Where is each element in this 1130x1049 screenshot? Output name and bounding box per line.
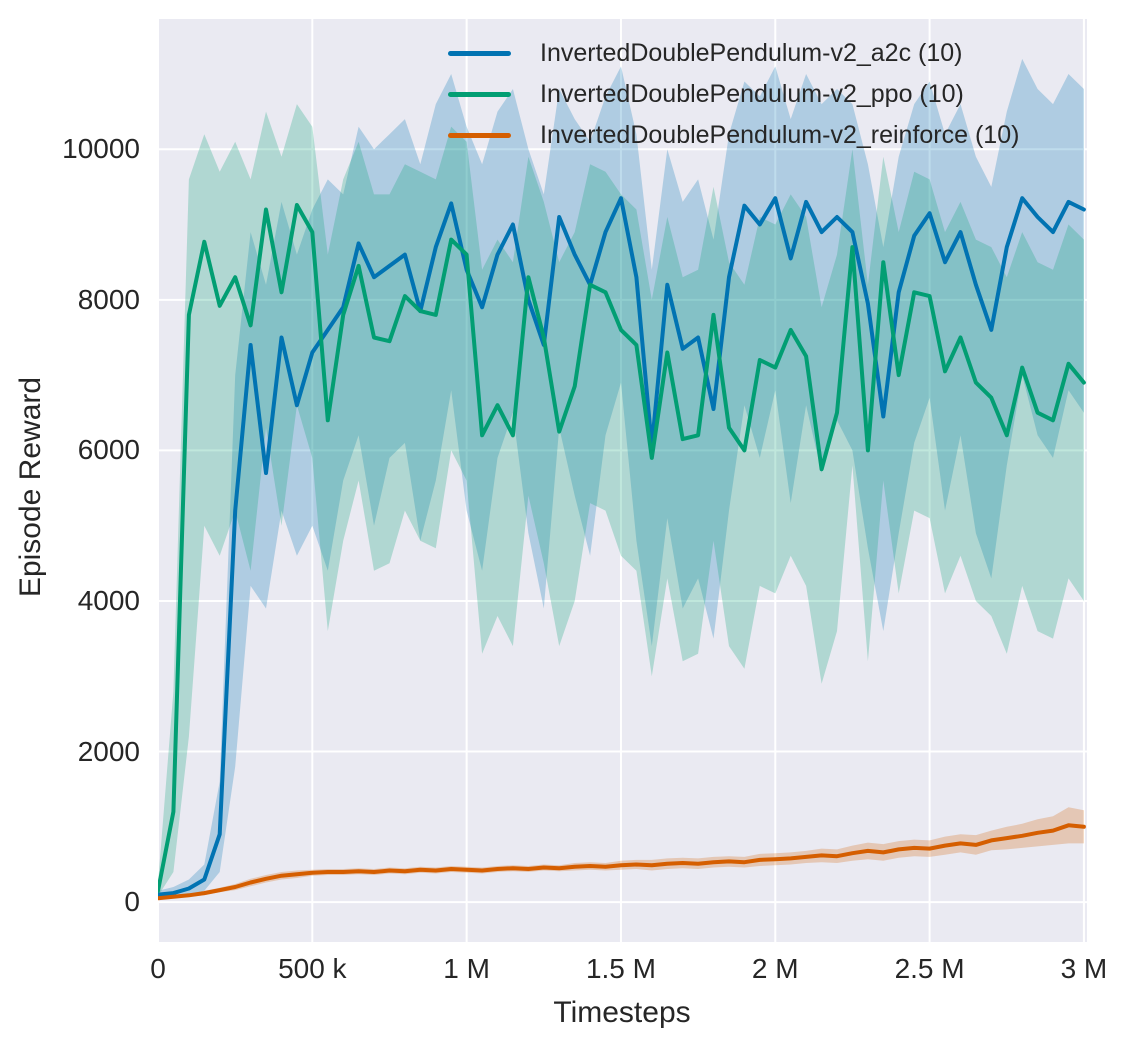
y-tick-label-1: 2000 xyxy=(77,735,140,767)
line-series-0 xyxy=(158,196,1086,897)
y-tick-label-0: 0 xyxy=(124,886,140,918)
legend: InvertedDoublePendulum-v2_a2c (10) Inver… xyxy=(448,33,1019,156)
series-lines xyxy=(158,196,1086,901)
legend-item-reinforce: InvertedDoublePendulum-v2_reinforce (10) xyxy=(448,115,1019,156)
x-tick-label-0: 0 xyxy=(150,953,166,984)
legend-line-swatch-a2c xyxy=(448,51,511,56)
y-tick-label-4: 8000 xyxy=(77,283,140,315)
y-tick-label-5: 10000 xyxy=(62,133,140,165)
legend-item-a2c: InvertedDoublePendulum-v2_a2c (10) xyxy=(448,33,1019,74)
band-series-1 xyxy=(158,104,1084,897)
legend-line-swatch-reinforce xyxy=(448,133,511,138)
x-axis-label: Timesteps xyxy=(553,996,691,1029)
y-axis-label: Episode Reward xyxy=(14,376,47,598)
legend-line-swatch-ppo xyxy=(448,92,511,97)
gridlines xyxy=(157,19,1087,942)
x-tick-label-3: 1.5 M xyxy=(585,953,656,984)
x-tick-label-6: 3 M xyxy=(1060,953,1108,984)
legend-item-ppo: InvertedDoublePendulum-v2_ppo (10) xyxy=(448,74,1019,115)
x-tick-label-4: 2 M xyxy=(751,953,799,984)
y-tick-label-3: 6000 xyxy=(77,434,140,466)
line-series-1 xyxy=(158,203,1086,893)
legend-label-reinforce: InvertedDoublePendulum-v2_reinforce (10) xyxy=(540,121,1020,149)
y-tick-label-2: 4000 xyxy=(77,584,140,616)
legend-label-ppo: InvertedDoublePendulum-v2_ppo (10) xyxy=(540,80,964,108)
line-series-2 xyxy=(158,823,1086,901)
band-series-2 xyxy=(158,807,1084,900)
x-tick-label-1: 500 k xyxy=(278,953,347,984)
x-tick-label-2: 1 M xyxy=(443,953,490,984)
legend-label-a2c: InvertedDoublePendulum-v2_a2c (10) xyxy=(540,39,963,67)
x-tick-label-5: 2.5 M xyxy=(894,953,965,984)
